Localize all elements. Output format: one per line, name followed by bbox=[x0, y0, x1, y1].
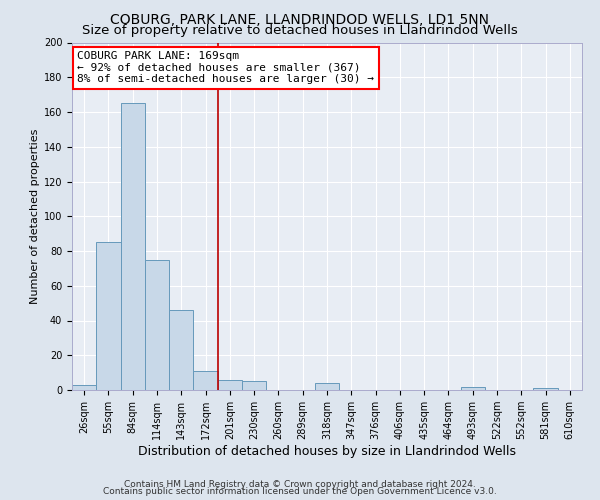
Bar bbox=[218, 380, 242, 390]
Bar bbox=[169, 310, 193, 390]
Text: Contains public sector information licensed under the Open Government Licence v3: Contains public sector information licen… bbox=[103, 487, 497, 496]
Bar bbox=[315, 383, 339, 390]
Text: COBURG, PARK LANE, LLANDRINDOD WELLS, LD1 5NN: COBURG, PARK LANE, LLANDRINDOD WELLS, LD… bbox=[110, 12, 490, 26]
Y-axis label: Number of detached properties: Number of detached properties bbox=[29, 128, 40, 304]
Text: Contains HM Land Registry data © Crown copyright and database right 2024.: Contains HM Land Registry data © Crown c… bbox=[124, 480, 476, 489]
Bar bbox=[72, 385, 96, 390]
Bar bbox=[121, 104, 145, 390]
Bar bbox=[461, 386, 485, 390]
X-axis label: Distribution of detached houses by size in Llandrindod Wells: Distribution of detached houses by size … bbox=[138, 445, 516, 458]
Bar bbox=[145, 260, 169, 390]
Text: Size of property relative to detached houses in Llandrindod Wells: Size of property relative to detached ho… bbox=[82, 24, 518, 37]
Bar bbox=[533, 388, 558, 390]
Bar bbox=[242, 382, 266, 390]
Text: COBURG PARK LANE: 169sqm
← 92% of detached houses are smaller (367)
8% of semi-d: COBURG PARK LANE: 169sqm ← 92% of detach… bbox=[77, 51, 374, 84]
Bar bbox=[193, 371, 218, 390]
Bar bbox=[96, 242, 121, 390]
